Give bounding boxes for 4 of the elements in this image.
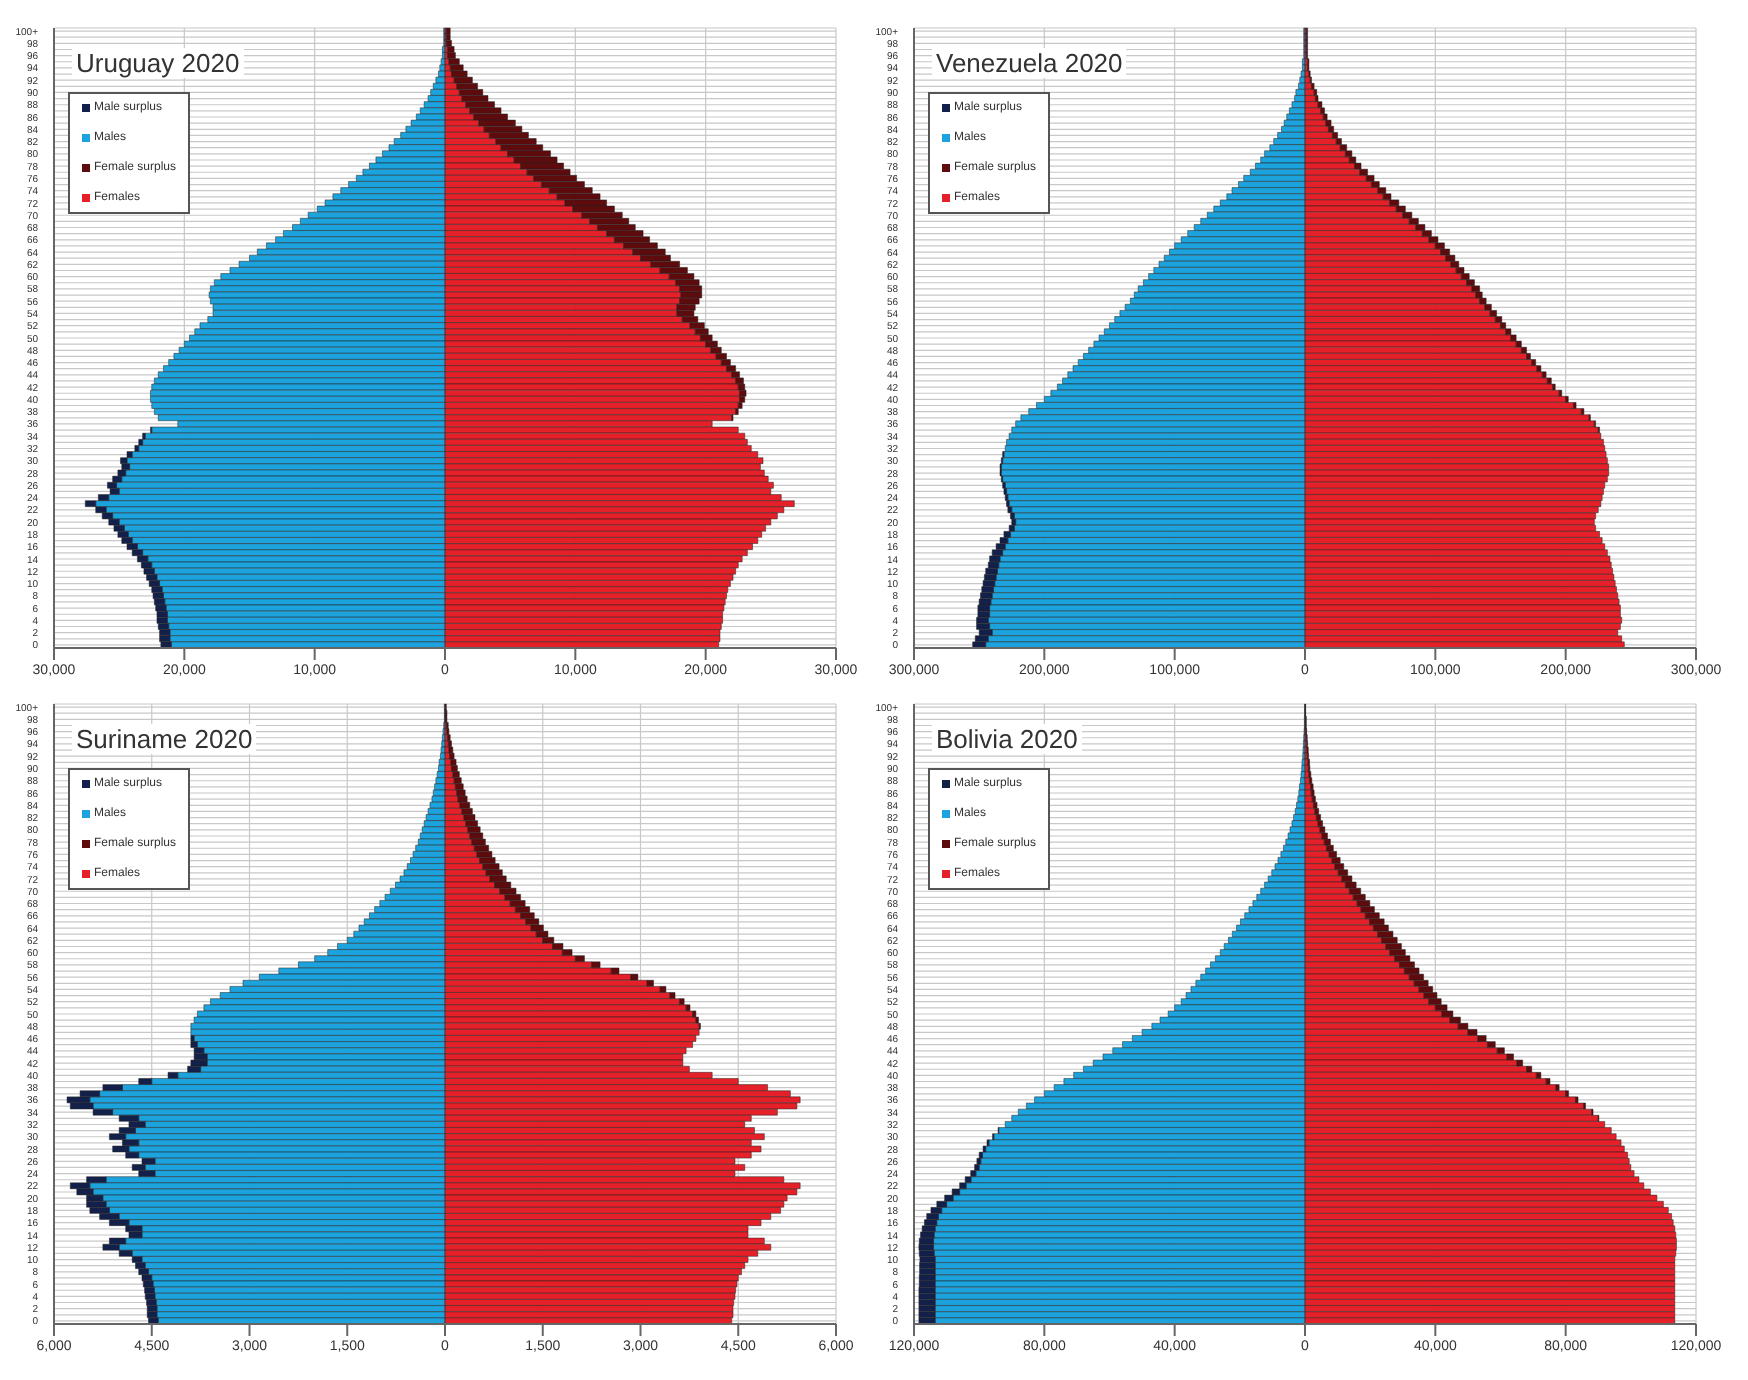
text: Venezuela 2020: [932, 48, 1127, 78]
text: Uruguay 2020: [72, 48, 244, 78]
text: Suriname 2020: [72, 724, 257, 754]
text: Bolivia 2020: [932, 724, 1082, 754]
